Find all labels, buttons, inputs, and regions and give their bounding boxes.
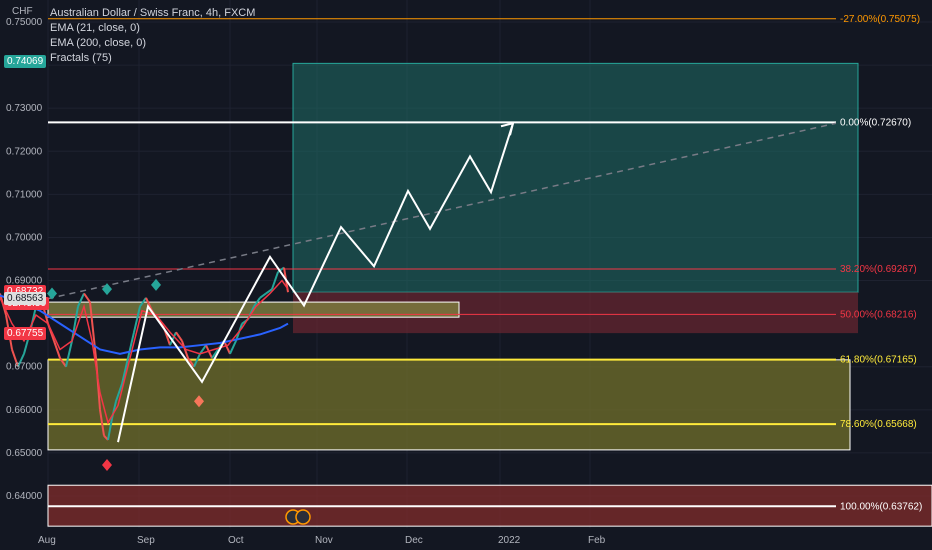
y-axis-tick-label: 0.67000 <box>6 362 43 373</box>
long-position-profit-zone[interactable] <box>292 62 859 293</box>
price-candle-segment <box>187 357 195 368</box>
y-axis-tick-label: 0.70000 <box>6 232 43 243</box>
price-candle-segment <box>253 297 261 307</box>
legend-indicator-ema200[interactable]: EMA (200, close, 0) <box>50 37 146 49</box>
fib-level-label: 0.00%(0.72670) <box>840 117 911 128</box>
x-axis-tick-label: Dec <box>405 535 423 546</box>
price-candle-segment <box>89 301 97 359</box>
legend-title: Australian Dollar / Swiss Franc, 4h, FXC… <box>50 7 256 19</box>
price-candle-segment <box>229 340 237 355</box>
price-candle-segment <box>145 297 153 312</box>
y-axis-tick-label: 0.75000 <box>6 17 43 28</box>
price-candle-segment <box>53 340 61 359</box>
y-axis-tick-label: 0.66000 <box>6 405 43 416</box>
fractal-marker <box>47 287 57 300</box>
price-candle-segment <box>107 418 113 441</box>
event-flag-icon[interactable] <box>295 509 311 525</box>
x-axis-tick-label: Feb <box>588 535 606 546</box>
price-candle-segment <box>77 293 85 307</box>
x-axis-tick-label: Sep <box>137 535 155 546</box>
price-candle-segment <box>99 409 105 436</box>
price-tag: 0.67755 <box>4 327 47 341</box>
y-axis-tick-label: 0.72000 <box>6 146 43 157</box>
price-candle-segment <box>133 306 141 333</box>
y-axis-tick-label: 0.73000 <box>6 103 43 114</box>
price-candle-segment <box>71 306 79 342</box>
price-candle-segment <box>175 331 183 342</box>
projection-arrowhead <box>500 121 515 136</box>
fib-level-label: 100.00%(0.63762) <box>840 501 922 512</box>
fib-level-label: 78.60%(0.65668) <box>840 419 917 430</box>
x-axis-tick-label: 2022 <box>498 535 521 546</box>
fractal-marker <box>151 278 161 291</box>
projection-zigzag <box>117 122 514 443</box>
price-candle-segment <box>83 292 91 303</box>
price-candle-segment <box>223 340 231 355</box>
x-axis-tick-label: Oct <box>228 535 244 546</box>
price-candle-segment <box>199 344 207 355</box>
price-candle-segment <box>59 357 67 368</box>
y-axis-tick-label: 0.65000 <box>6 448 43 459</box>
price-candle-segment <box>65 340 73 367</box>
fractal-marker <box>102 458 112 471</box>
trendline-dashed[interactable] <box>47 122 837 300</box>
ema-200-line <box>0 294 289 355</box>
fib-level-label: 38.20%(0.69267) <box>840 264 917 275</box>
price-candle-segment <box>259 292 267 299</box>
legend-indicator-fractals[interactable]: Fractals (75) <box>50 52 112 64</box>
currency-label: CHF <box>12 6 33 17</box>
price-candle-segment <box>271 271 279 290</box>
fractal-marker <box>102 283 112 296</box>
price-candle-segment <box>169 331 177 346</box>
ema-21-line <box>0 279 289 425</box>
price-candle-segment <box>127 332 135 359</box>
price-candle-segment <box>17 353 25 368</box>
price-candle-segment <box>265 288 273 295</box>
price-candle-segment <box>115 383 123 402</box>
price-candle-segment <box>139 297 147 307</box>
fractal-marker <box>194 395 204 408</box>
legend-indicator-ema21[interactable]: EMA (21, close, 0) <box>50 22 140 34</box>
price-candle-segment <box>121 357 129 385</box>
zone-rectangle[interactable] <box>47 359 851 451</box>
y-axis-tick-label: 0.71000 <box>6 189 43 200</box>
price-tag: 0.68563 <box>4 292 47 306</box>
price-candle-segment <box>211 348 219 359</box>
x-axis-tick-label: Aug <box>38 535 56 546</box>
y-axis-tick-label: 0.69000 <box>6 276 43 287</box>
price-candle-segment <box>11 349 19 368</box>
price-candle-segment <box>193 353 201 368</box>
price-tag: 0.74069 <box>4 55 47 69</box>
fib-level-label: -27.00%(0.75075) <box>840 14 920 25</box>
fib-level-label: 50.00%(0.68216) <box>840 309 917 320</box>
x-axis-tick-label: Nov <box>315 535 333 546</box>
fib-level-label: 61.80%(0.67165) <box>840 355 917 366</box>
y-axis-tick-label: 0.64000 <box>6 491 43 502</box>
chart-legend: Australian Dollar / Swiss Franc, 4h, FXC… <box>50 6 255 66</box>
